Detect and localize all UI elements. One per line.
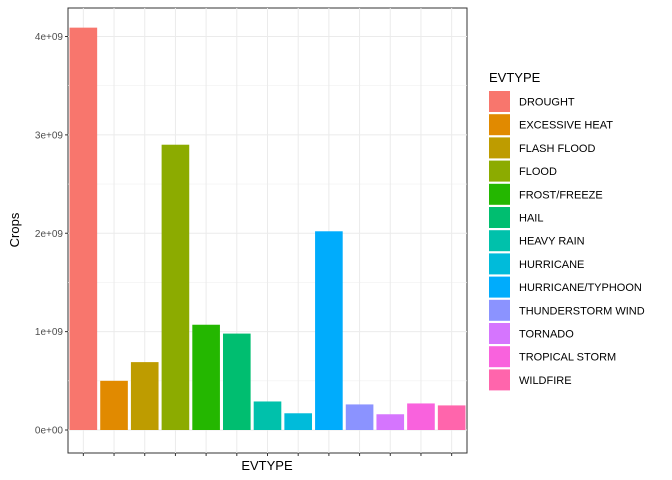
legend-key-7 (489, 230, 510, 252)
legend-key-9 (489, 276, 510, 298)
legend-label-1: DROUGHT (519, 97, 575, 109)
bars (69, 27, 466, 431)
legend-label-13: WILDFIRE (519, 375, 572, 387)
bar-5 (192, 324, 220, 430)
y-axis: 0e+00 1e+09 2e+09 3e+09 4e+09 (35, 32, 68, 437)
y-tick-label: 4e+09 (35, 32, 64, 43)
legend-key-12 (489, 346, 510, 368)
legend-key-11 (489, 323, 510, 344)
legend-label-7: HEAVY RAIN (519, 236, 585, 248)
legend-key-10 (489, 299, 510, 321)
bar-13 (437, 405, 466, 430)
legend-label-4: FLOOD (519, 166, 557, 178)
legend-label-9: HURRICANE/TYPHOON (519, 282, 642, 294)
legend: EVTYPE DROUGHT EXCESSIVE HEAT FLASH FLOOD F… (489, 70, 645, 391)
legend-label-8: HURRICANE (519, 259, 584, 271)
legend-key-8 (489, 253, 510, 275)
legend-key-4 (489, 160, 510, 182)
y-tick-label: 2e+09 (35, 229, 64, 240)
x-axis-title: EVTYPE (241, 458, 293, 473)
legend-key-2 (489, 114, 510, 136)
bar-10 (345, 404, 374, 430)
legend-label-3: FLASH FLOOD (519, 143, 595, 155)
legend-key-3 (489, 137, 510, 159)
legend-label-2: EXCESSIVE HEAT (519, 120, 613, 132)
bar-7 (253, 401, 282, 430)
x-axis (82, 453, 453, 456)
legend-label-10: THUNDERSTORM WIND (519, 305, 645, 317)
legend-key-5 (489, 183, 510, 205)
legend-label-11: TORNADO (519, 329, 574, 341)
y-tick-label: 3e+09 (35, 130, 64, 141)
y-axis-title: Crops (7, 212, 22, 247)
y-tick-label: 1e+09 (35, 327, 64, 338)
bar-8 (284, 413, 313, 430)
legend-key-1 (489, 91, 510, 112)
legend-key-6 (489, 207, 510, 228)
bar-2 (100, 380, 128, 430)
legend-key-13 (489, 369, 510, 391)
bar-4 (161, 144, 190, 430)
legend-title: EVTYPE (489, 70, 541, 85)
bar-11 (376, 414, 405, 430)
bar-12 (407, 403, 435, 430)
legend-label-6: HAIL (519, 213, 543, 225)
y-tick-label: 0e+00 (35, 426, 64, 437)
bar-3 (130, 362, 159, 430)
legend-label-12: TROPICAL STORM (519, 352, 616, 364)
bar-6 (222, 333, 251, 430)
legend-label-5: FROST/FREEZE (519, 189, 603, 201)
bar-1 (69, 27, 98, 431)
bar-9 (315, 231, 343, 430)
